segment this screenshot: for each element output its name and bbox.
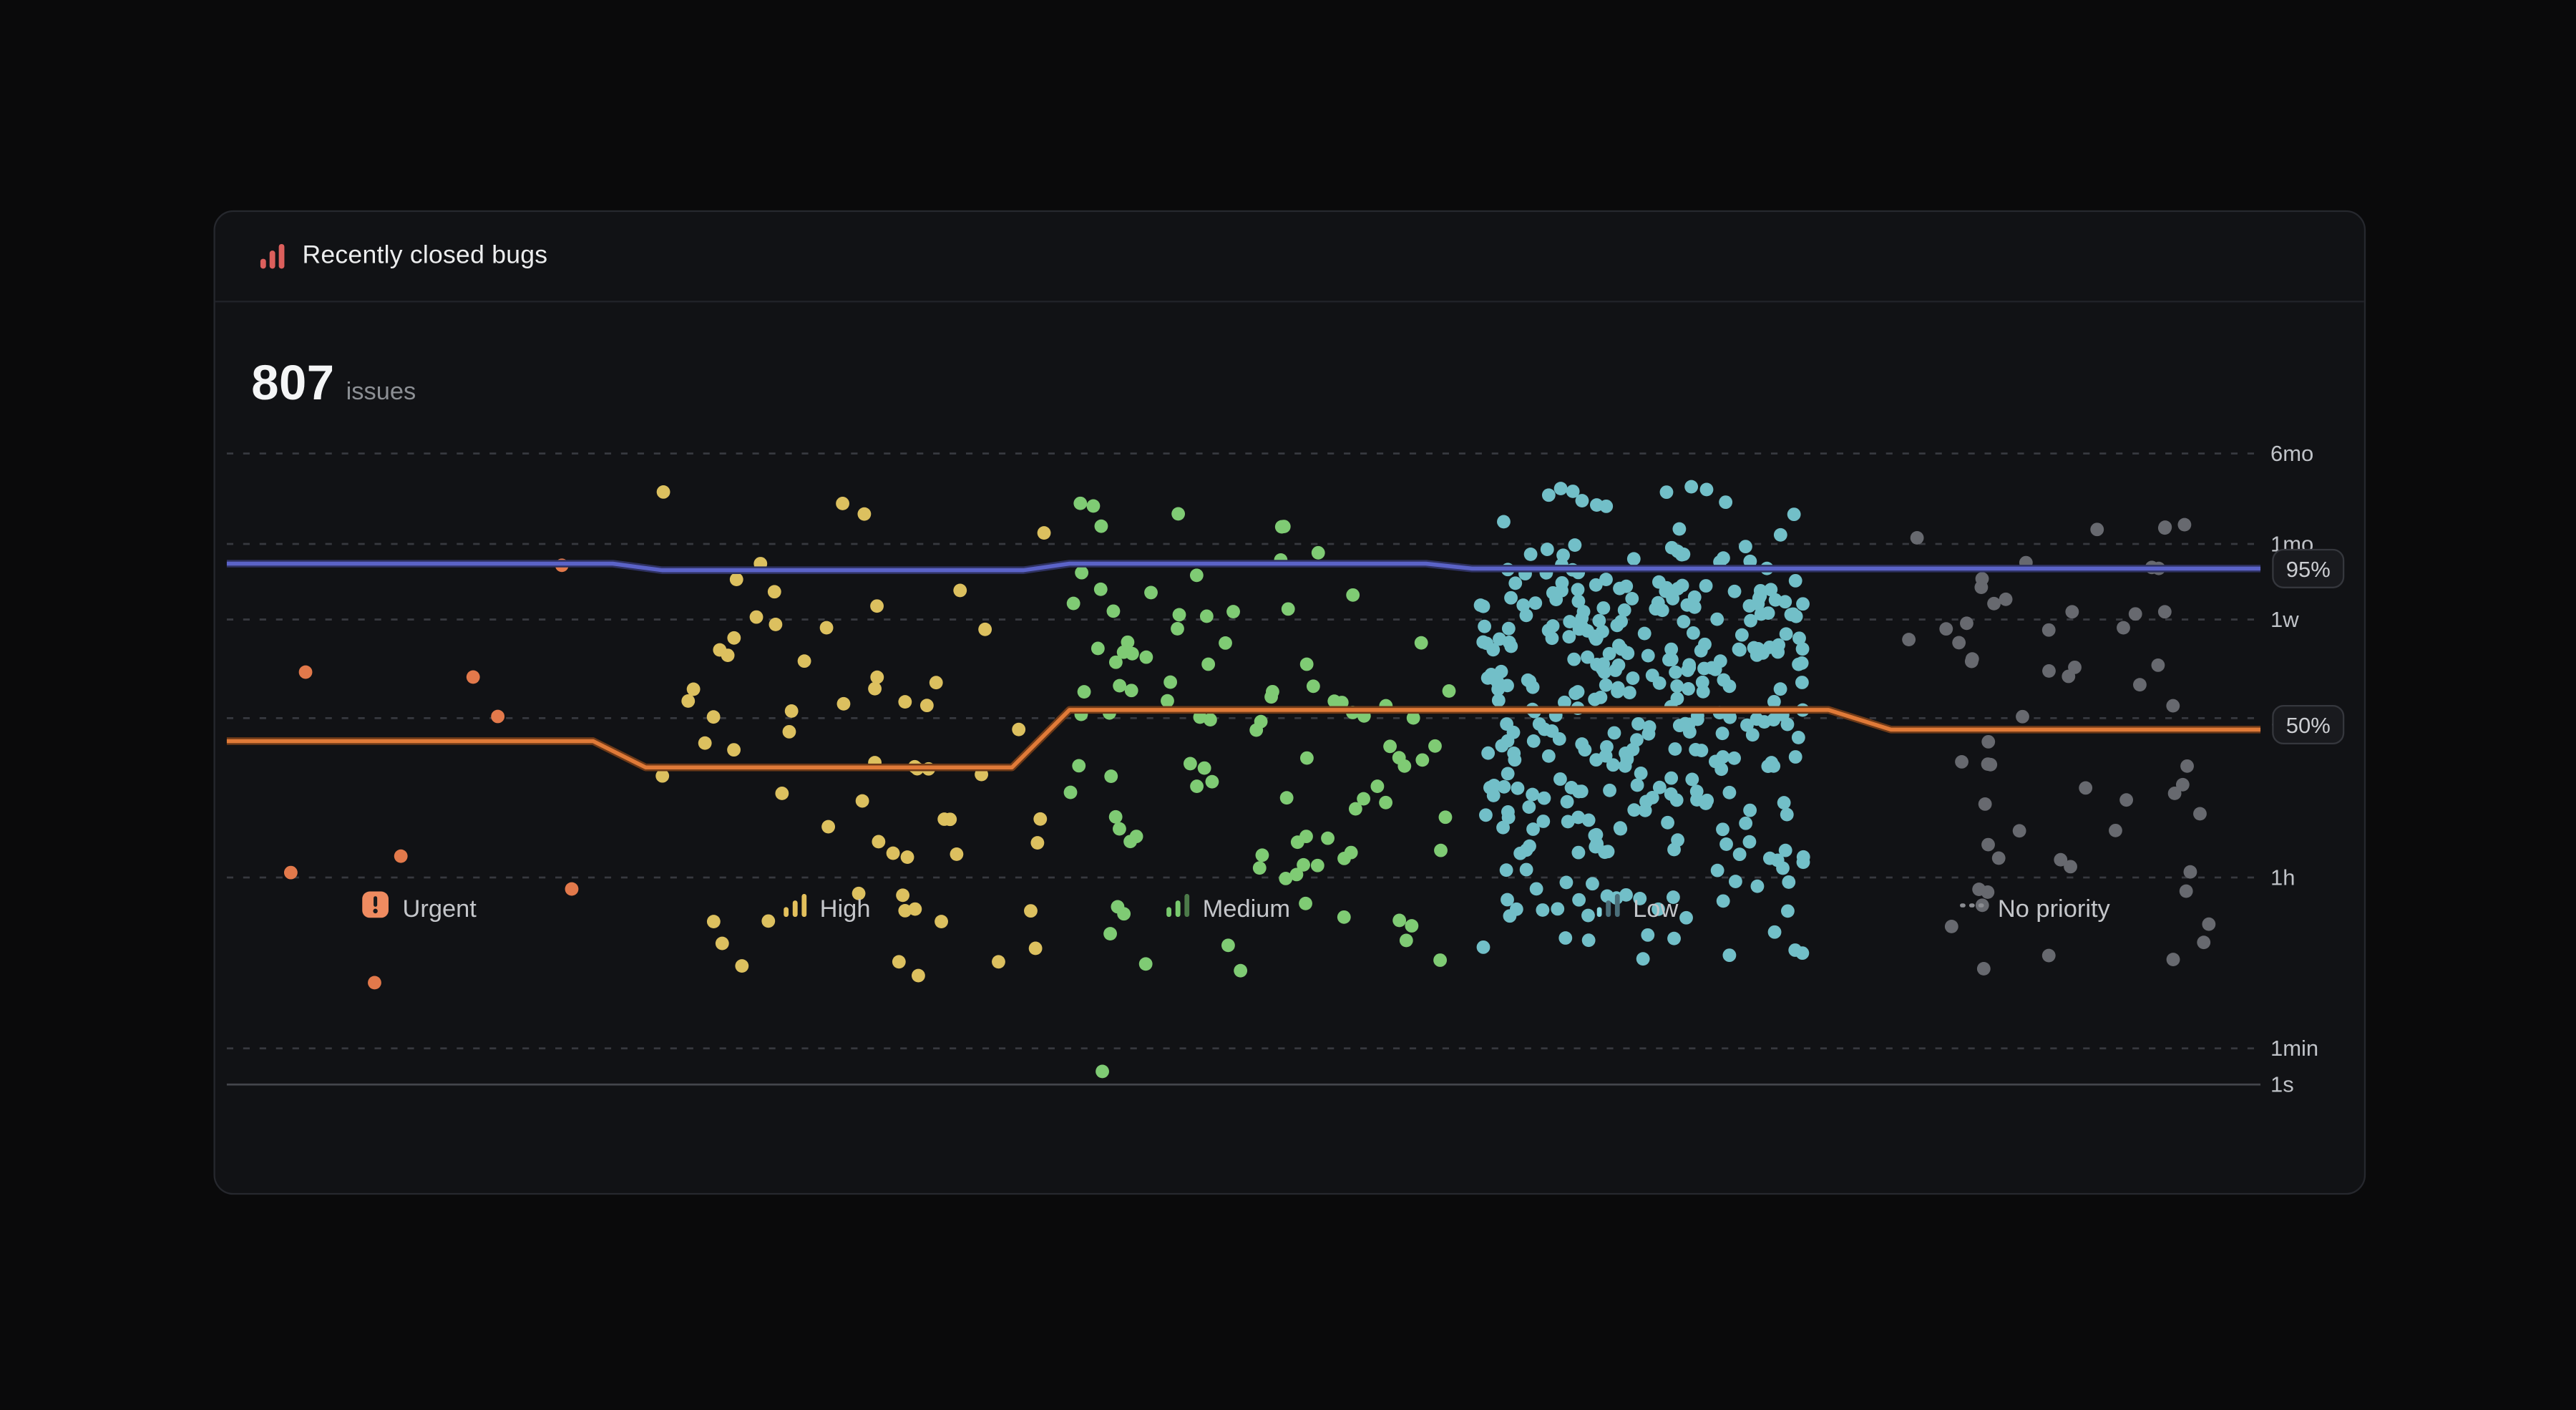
legend-item-medium[interactable]: Medium — [1166, 893, 1290, 925]
card-title: Recently closed bugs — [302, 241, 548, 270]
legend-item-low[interactable]: Low — [1596, 893, 1679, 925]
legend-item-high[interactable]: High — [784, 893, 871, 925]
bar-chart-icon — [260, 243, 286, 270]
scatter-chart[interactable] — [226, 437, 2261, 1094]
legend-label: No priority — [1997, 895, 2110, 923]
recently-closed-bugs-card: Recently closed bugs 807 issues 6mo 1mo … — [213, 210, 2366, 1195]
legend-item-urgent[interactable]: Urgent — [361, 890, 477, 927]
priority-high-icon — [784, 893, 807, 925]
issue-count-value: 807 — [251, 356, 335, 411]
scatter-points-low — [1473, 480, 1810, 966]
y-tick-1min: 1min — [2270, 1036, 2319, 1061]
legend-item-no-priority[interactable]: No priority — [1960, 893, 2110, 925]
legend-label: Urgent — [402, 895, 477, 923]
scatter-points-medium — [1063, 496, 1456, 1079]
y-tick-1s: 1s — [2270, 1072, 2294, 1097]
scatter-points-urgent — [283, 558, 579, 990]
priority-low-icon — [1596, 893, 1620, 925]
y-tick-6mo: 6mo — [2270, 441, 2314, 466]
no-priority-icon — [1960, 893, 1984, 925]
issue-count-unit: issues — [346, 378, 416, 407]
p50-badge: 50% — [2272, 704, 2345, 745]
legend-label: Low — [1633, 895, 1679, 923]
urgent-icon — [361, 890, 389, 927]
y-tick-1h: 1h — [2270, 865, 2296, 890]
p95-badge: 95% — [2272, 548, 2345, 588]
y-tick-1w: 1w — [2270, 607, 2299, 632]
legend-label: High — [819, 895, 871, 923]
priority-medium-icon — [1166, 893, 1190, 925]
card-header: Recently closed bugs — [215, 212, 2364, 303]
legend-label: Medium — [1202, 895, 1291, 923]
scatter-points-no-priority — [1902, 517, 2216, 976]
issue-count-stat: 807 issues — [251, 356, 416, 412]
